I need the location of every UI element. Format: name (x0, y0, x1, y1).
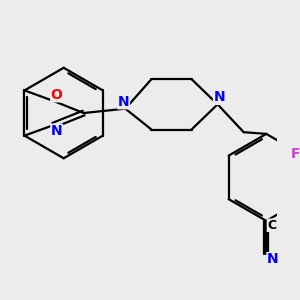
Text: N: N (118, 95, 130, 109)
Text: C: C (267, 219, 276, 232)
Text: F: F (290, 147, 300, 161)
Text: N: N (51, 124, 62, 138)
Text: O: O (51, 88, 63, 102)
Text: N: N (214, 90, 225, 104)
Text: N: N (267, 252, 278, 266)
